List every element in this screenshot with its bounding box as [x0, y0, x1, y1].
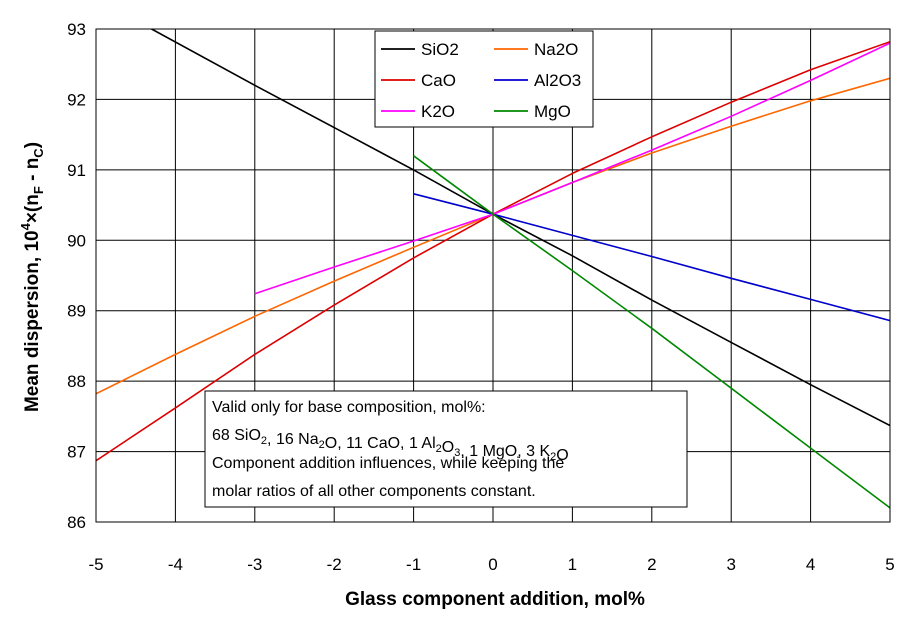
y-axis-label-sub-f: F [31, 186, 46, 194]
x-tick-label: -5 [88, 555, 103, 574]
x-tick-label: 0 [488, 555, 497, 574]
legend-label-al2o3: Al2O3 [534, 71, 581, 90]
annotation-line-2: 68 SiO2, 16 Na2O, 11 CaO, 1 Al2O3, 1 MgO… [212, 427, 569, 464]
y-tick-label: 93 [67, 20, 86, 39]
y-tick-label: 92 [67, 90, 86, 109]
y-axis-label-main: Mean dispersion, 10 [22, 230, 43, 412]
y-axis-label-sup: 4 [18, 222, 33, 230]
y-tick-labels: 86 87 88 89 90 91 92 93 [67, 20, 86, 532]
y-tick-label: 88 [67, 372, 86, 391]
series-line-mgo [413, 155, 890, 509]
legend-label-cao: CaO [421, 71, 456, 90]
series-lines [96, 29, 890, 509]
x-tick-label: -1 [406, 555, 421, 574]
y-tick-label: 87 [67, 443, 86, 462]
legend-label-sio2: SiO2 [421, 40, 459, 59]
x-tick-label: 1 [568, 555, 577, 574]
x-tick-label: 3 [726, 555, 735, 574]
plot-frame [95, 28, 891, 523]
x-axis-label: Glass component addition, mol% [345, 589, 645, 610]
legend: SiO2 Na2O CaO Al2O3 K2O MgO [374, 30, 594, 128]
annotation-box [204, 390, 688, 508]
y-axis-label-sub-c: C [31, 148, 46, 158]
x-tick-label: 5 [885, 555, 894, 574]
x-tick-label: -4 [168, 555, 183, 574]
annotation-line-4: molar ratios of all other components con… [212, 483, 536, 500]
x-tick-label: 2 [647, 555, 656, 574]
series-line-k2o [254, 42, 890, 295]
y-tick-label: 86 [67, 513, 86, 532]
y-tick-label: 90 [67, 231, 86, 250]
y-tick-label: 89 [67, 302, 86, 321]
x-tick-label: 4 [806, 555, 815, 574]
annotation-note: Valid only for base composition, mol%: 6… [204, 390, 688, 508]
legend-label-mgo: MgO [534, 102, 571, 121]
y-axis-label-end: ) [22, 142, 43, 148]
x-tick-labels: -5 -4 -3 -2 -1 0 1 2 3 4 5 [88, 555, 894, 574]
x-tick-label: -3 [247, 555, 262, 574]
legend-label-k2o: K2O [421, 102, 455, 121]
y-tick-label: 91 [67, 161, 86, 180]
x-tick-label: -2 [327, 555, 342, 574]
legend-label-na2o: Na2O [534, 40, 578, 59]
y-axis-label: Mean dispersion, 104×(nF - nC) [18, 142, 46, 412]
y-axis-label-dash: - n [22, 158, 43, 187]
annotation-line-1: Valid only for base composition, mol%: [212, 399, 486, 416]
annotation-line-3: Component addition influences, while kee… [212, 455, 564, 472]
y-axis-label-mid: ×(n [22, 194, 43, 223]
